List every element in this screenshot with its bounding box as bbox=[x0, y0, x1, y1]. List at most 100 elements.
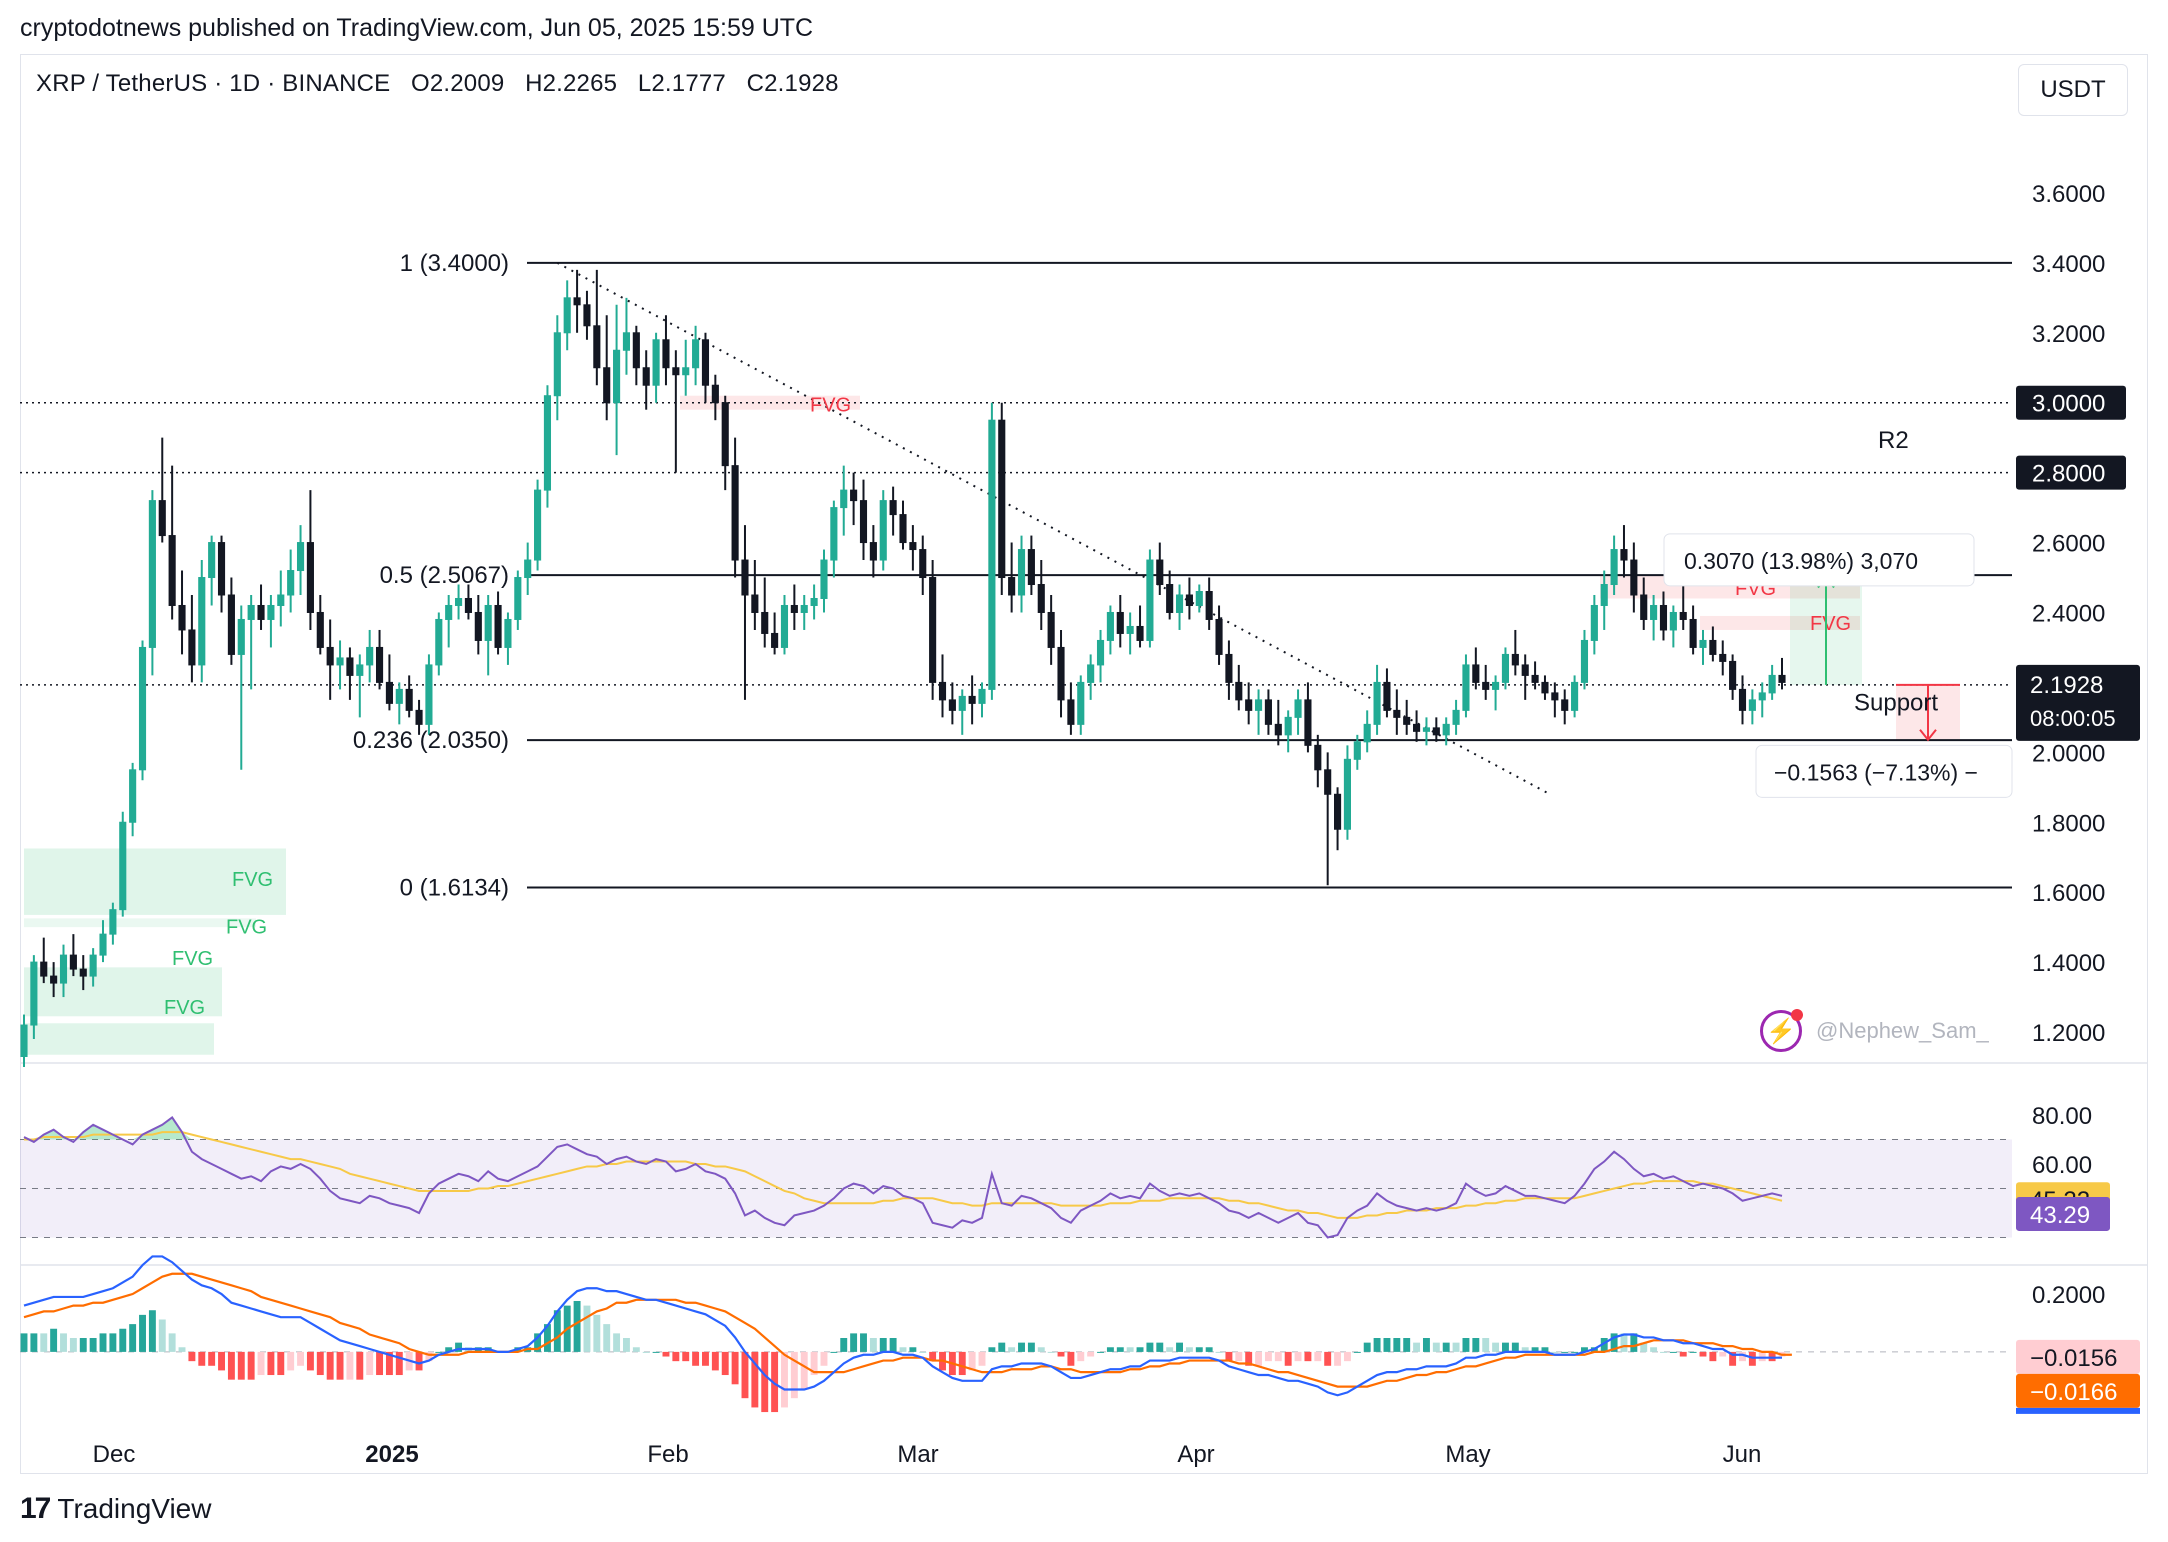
macd-hist-bar bbox=[929, 1351, 937, 1362]
macd-hist-bar bbox=[1442, 1342, 1450, 1352]
candle-body bbox=[1175, 594, 1184, 613]
macd-hist-bar bbox=[1314, 1351, 1322, 1362]
candle-body bbox=[40, 961, 48, 977]
candle-body bbox=[326, 646, 334, 666]
candle-body bbox=[790, 604, 798, 613]
macd-hist-bar bbox=[208, 1351, 216, 1366]
chart-panel[interactable] bbox=[20, 54, 2148, 1474]
candle-body bbox=[1353, 741, 1361, 760]
candle-body bbox=[1689, 618, 1697, 648]
current-price-label: 2.1928 bbox=[2030, 672, 2103, 699]
candle-body bbox=[198, 577, 206, 666]
candle-body bbox=[1403, 716, 1411, 725]
macd-color-strip bbox=[2016, 1407, 2140, 1414]
macd-hist-bar bbox=[919, 1351, 927, 1353]
candle-body bbox=[385, 681, 393, 704]
macd-hist-bar bbox=[218, 1351, 225, 1371]
candle-body bbox=[1511, 653, 1519, 666]
candle-body bbox=[227, 594, 235, 655]
macd-hist-bar bbox=[741, 1351, 749, 1399]
macd-hist-bar bbox=[899, 1347, 907, 1352]
macd-hist-bar bbox=[1146, 1342, 1154, 1352]
author-watermark: ⚡ @Nephew_Sam_ bbox=[1760, 1009, 1989, 1052]
macd-hist-bar bbox=[1620, 1333, 1628, 1352]
rsi-ma-line bbox=[24, 1131, 1783, 1219]
macd-hist-bar bbox=[50, 1328, 58, 1352]
candle-body bbox=[780, 604, 789, 648]
fvg-zone-green bbox=[24, 848, 286, 915]
signal-value: −0.0166 bbox=[2030, 1379, 2117, 1406]
candle-body bbox=[1136, 625, 1144, 641]
macd-tick: 0.2000 bbox=[2032, 1282, 2105, 1309]
x-axis-label: May bbox=[1445, 1441, 1490, 1468]
candle-body bbox=[1067, 699, 1075, 725]
macd-hist-bar bbox=[1245, 1351, 1253, 1366]
macd-hist-bar bbox=[652, 1351, 660, 1353]
fvg-zone-green bbox=[24, 918, 256, 928]
macd-hist-bar bbox=[800, 1351, 808, 1389]
fvg-zone-green bbox=[24, 1023, 214, 1055]
candle-body bbox=[810, 597, 818, 606]
candle-body bbox=[366, 646, 374, 666]
author-handle: @Nephew_Sam_ bbox=[1816, 1018, 1989, 1043]
candle-body bbox=[741, 559, 749, 596]
fvg-label-red: FVG bbox=[810, 395, 851, 417]
candle-body bbox=[1106, 611, 1114, 641]
candle-body bbox=[375, 646, 384, 683]
macd-hist-bar bbox=[1255, 1351, 1263, 1366]
candle-body bbox=[395, 688, 403, 704]
candle-body bbox=[119, 821, 127, 911]
macd-hist-bar bbox=[534, 1333, 542, 1352]
macd-hist-bar bbox=[188, 1351, 196, 1362]
macd-hist-bar bbox=[603, 1324, 611, 1352]
macd-hist-bar bbox=[1413, 1342, 1421, 1352]
rsi-tick: 60.00 bbox=[2032, 1152, 2092, 1179]
currency-selector[interactable]: USDT bbox=[2018, 64, 2128, 116]
macd-hist-bar bbox=[1541, 1347, 1549, 1352]
candle-body bbox=[1669, 611, 1677, 631]
candle-body bbox=[494, 604, 502, 648]
macd-hist-bar bbox=[1304, 1351, 1312, 1362]
candle-body bbox=[682, 367, 690, 376]
price-tick: 3.4000 bbox=[2032, 251, 2105, 278]
candle-body bbox=[553, 332, 561, 397]
candle-body bbox=[721, 402, 729, 467]
candle-body bbox=[632, 332, 640, 369]
candle-body bbox=[1482, 681, 1490, 690]
candle-body bbox=[1324, 769, 1332, 795]
candle-body bbox=[217, 542, 226, 596]
candle-body bbox=[455, 597, 463, 606]
fvg-label-green: FVG bbox=[164, 997, 205, 1019]
macd-hist-bar bbox=[1739, 1351, 1746, 1362]
candle-body bbox=[129, 769, 137, 823]
macd-hist-bar bbox=[1521, 1347, 1529, 1352]
macd-hist-bar bbox=[820, 1351, 828, 1366]
candle-body bbox=[1571, 681, 1579, 711]
measure-label-up-box bbox=[1663, 533, 1975, 587]
candle-body bbox=[1185, 594, 1193, 606]
macd-hist-bar bbox=[682, 1351, 690, 1362]
macd-hist-bar bbox=[1650, 1347, 1658, 1352]
candle-body bbox=[1225, 653, 1233, 683]
candle-body bbox=[138, 646, 147, 771]
candle-body bbox=[1610, 549, 1618, 586]
macd-hist-bar bbox=[869, 1338, 877, 1352]
macd-hist-bar bbox=[1709, 1351, 1717, 1362]
candle-body bbox=[968, 695, 976, 704]
candle-body bbox=[208, 542, 216, 579]
candle-body bbox=[1551, 692, 1559, 701]
macd-hist-bar bbox=[751, 1351, 759, 1408]
macd-hist-bar bbox=[692, 1351, 700, 1366]
macd-hist-bar bbox=[267, 1351, 275, 1376]
candle-body bbox=[1768, 674, 1776, 694]
bolt-icon: ⚡ bbox=[1760, 1009, 1803, 1052]
price-line-badge bbox=[2016, 455, 2126, 490]
tradingview-logo[interactable]: 17 TradingView bbox=[20, 1492, 211, 1526]
macd-hist-bar bbox=[1432, 1342, 1440, 1352]
candle-body bbox=[1126, 625, 1134, 634]
candle-body bbox=[1116, 611, 1124, 634]
macd-hist-bar bbox=[860, 1333, 867, 1352]
candle-body bbox=[1561, 699, 1569, 711]
candle-body bbox=[692, 339, 700, 369]
